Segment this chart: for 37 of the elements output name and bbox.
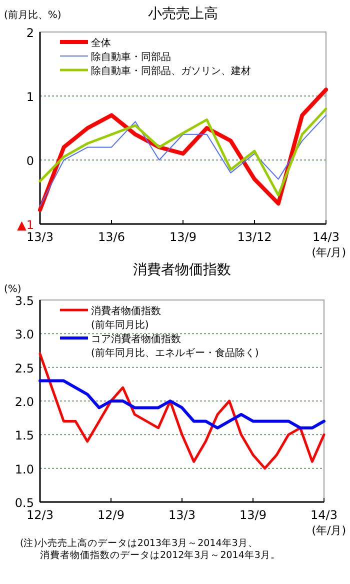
legend-label: コア消費者物価指数 (前年同月比、エネルギー・食品除く) bbox=[91, 333, 259, 359]
line-series bbox=[38, 379, 326, 430]
legend-label: 消費者物価指数 (前年同月比) bbox=[91, 305, 161, 331]
y-tick-label: 1.0 bbox=[14, 462, 34, 476]
y-tick-label: ▲1 bbox=[17, 218, 34, 232]
x-axis-title: (年/月) bbox=[312, 524, 346, 537]
y-tick-label: 2 bbox=[26, 26, 34, 40]
legend-label: 除自動車・同部品、ガソリン、建材 bbox=[91, 65, 251, 77]
x-tick-label: 13/9 bbox=[240, 508, 266, 522]
y-tick-label: 2.5 bbox=[14, 361, 34, 376]
chart-title: 小売売上高 bbox=[148, 6, 218, 22]
x-tick-label: 13/12 bbox=[237, 230, 272, 244]
y-tick-label: 3.0 bbox=[14, 328, 34, 342]
y-axis-title: (前月比、%) bbox=[4, 9, 62, 21]
y-tick-label: 0 bbox=[26, 154, 34, 168]
y-tick-label: 0.5 bbox=[14, 496, 34, 510]
x-axis-title: (年/月) bbox=[312, 246, 346, 259]
y-tick-label: 2.0 bbox=[14, 395, 34, 409]
x-tick-label: 12/3 bbox=[26, 508, 54, 522]
line-series bbox=[38, 108, 328, 196]
y-tick-label: 1.5 bbox=[14, 428, 34, 443]
y-tick-label: 1 bbox=[26, 90, 34, 104]
legend-label: 除自動車・同部品 bbox=[91, 51, 171, 63]
text: (注)小売売上高のデータは2013年3月～2014年3月、 bbox=[20, 537, 258, 549]
chart-title: 消費者物価指数 bbox=[133, 262, 231, 278]
x-tick-label: 13/3 bbox=[168, 508, 196, 522]
x-tick-label: 13/9 bbox=[170, 230, 196, 244]
x-tick-label: 13/6 bbox=[98, 230, 125, 244]
x-tick-label: 14/3 bbox=[312, 230, 340, 244]
x-tick-label: 14/3 bbox=[310, 508, 338, 522]
x-tick-label: 13/3 bbox=[26, 230, 54, 244]
text: 消費者物価指数のデータは2012年3月～2014年3月。 bbox=[20, 549, 280, 561]
line-series bbox=[40, 114, 326, 207]
legend-label: 全体 bbox=[91, 37, 111, 49]
x-tick-label: 12/9 bbox=[98, 508, 124, 522]
y-tick-label: 3.5 bbox=[14, 294, 34, 308]
y-axis-title: (%) bbox=[4, 284, 22, 295]
